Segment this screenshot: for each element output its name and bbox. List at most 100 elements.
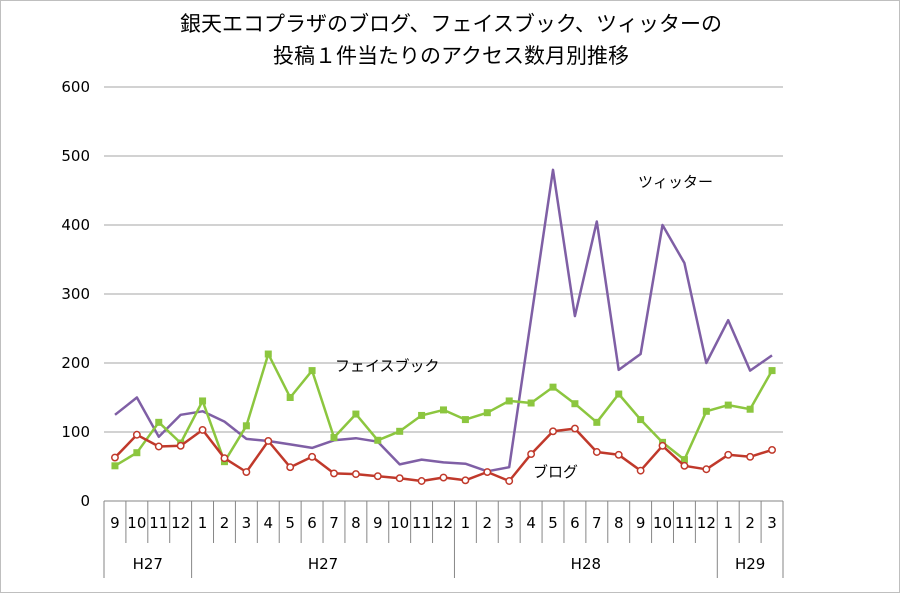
y-tick-label: 200 [61, 354, 90, 372]
x-tick-label: 9 [636, 514, 646, 532]
facebook-point [199, 397, 207, 405]
facebook-point [286, 394, 294, 401]
facebook-point [527, 399, 535, 407]
x-tick-label: 12 [434, 514, 453, 532]
x-tick-label: 1 [198, 514, 208, 532]
x-group-label: H27 [133, 555, 163, 573]
x-tick-label: 3 [767, 514, 777, 532]
blog-point [527, 450, 536, 459]
facebook-point [396, 427, 404, 435]
facebook-point [549, 383, 557, 391]
facebook-point [418, 411, 426, 419]
x-group-label: H27 [308, 555, 338, 573]
x-tick-label: 10 [390, 514, 409, 532]
blog-point [658, 441, 667, 450]
blog-point [549, 427, 557, 436]
blog-point [680, 461, 689, 470]
blog-point [461, 476, 470, 485]
x-tick-label: 1 [723, 514, 733, 532]
blog-point [439, 473, 448, 482]
x-group-label: H29 [735, 555, 765, 573]
x-tick-label: 8 [614, 514, 624, 532]
blog-point [395, 474, 404, 483]
blog-point [505, 477, 514, 485]
x-tick-label: 9 [373, 514, 383, 532]
x-tick-label: 6 [570, 514, 580, 532]
blog-point [636, 466, 645, 475]
blog-point [570, 424, 579, 433]
blog-point [373, 472, 382, 481]
facebook-annotation: フェイスブック [335, 357, 440, 375]
facebook-point [308, 367, 316, 375]
y-tick-label: 600 [61, 78, 90, 96]
facebook-point [461, 416, 469, 424]
facebook-point [264, 350, 272, 358]
x-tick-label: 10 [127, 514, 146, 532]
x-tick-label: 9 [110, 514, 120, 532]
blog-point [176, 441, 185, 450]
twitter-line [114, 168, 773, 473]
blog-point [111, 453, 119, 462]
twitter-annotation: ツィッター [638, 173, 713, 191]
x-tick-label: 3 [242, 514, 252, 532]
blog-point [286, 463, 295, 472]
y-tick-label: 500 [61, 147, 90, 165]
facebook-point [155, 418, 163, 426]
x-tick-label: 11 [675, 514, 694, 532]
facebook-point [593, 418, 601, 426]
x-tick-label: 7 [592, 514, 602, 532]
facebook-point [702, 407, 710, 415]
facebook-point [374, 436, 382, 444]
x-tick-label: 7 [329, 514, 339, 532]
x-tick-label: 3 [504, 514, 514, 532]
x-tick-label: 12 [697, 514, 716, 532]
facebook-point [571, 400, 579, 408]
facebook-point [111, 462, 119, 470]
x-tick-label: 10 [653, 514, 672, 532]
facebook-point [768, 367, 776, 375]
facebook-point [505, 397, 513, 405]
x-group-label: H28 [571, 555, 601, 573]
x-tick-label: 4 [264, 514, 274, 532]
blog-point [417, 477, 426, 485]
facebook-point [637, 416, 645, 424]
grid-layer [104, 86, 783, 433]
blog-point [768, 445, 776, 454]
x-tick-label: 5 [548, 514, 558, 532]
blog-point [220, 454, 229, 463]
blog-point [132, 430, 141, 439]
facebook-point [680, 456, 688, 464]
chart-title-line-1: 銀天エコプラザのブログ、フェイスブック、ツィッターの [180, 12, 722, 36]
x-tick-label: 11 [412, 514, 431, 532]
blog-point [242, 468, 251, 476]
x-tick-label: 5 [285, 514, 295, 532]
x-tick-label: 8 [351, 514, 361, 532]
x-tick-label: 6 [307, 514, 317, 532]
blog-point [198, 425, 207, 434]
blog-point [614, 450, 623, 459]
blog-point [483, 468, 492, 476]
blog-point [264, 437, 273, 445]
x-tick-label: 2 [483, 514, 493, 532]
blog-point [308, 452, 317, 461]
facebook-point [352, 410, 360, 418]
facebook-point [746, 405, 754, 413]
x-tick-label: 12 [171, 514, 190, 532]
x-tick-label: 2 [745, 514, 755, 532]
chart-title: 銀天エコプラザのブログ、フェイスブック、ツィッターの 投稿１件当たりのアクセス数… [180, 12, 722, 68]
blog-point [330, 469, 338, 478]
x-tick-label: 4 [526, 514, 536, 532]
facebook-point [724, 401, 732, 409]
facebook-point [133, 449, 141, 457]
blog-point [702, 465, 711, 474]
blog-annotation: ブログ [533, 463, 578, 481]
facebook-point [483, 409, 491, 417]
blog-point [746, 452, 755, 461]
facebook-point [615, 390, 623, 398]
blog-line [114, 427, 773, 483]
series-layer [111, 168, 776, 485]
